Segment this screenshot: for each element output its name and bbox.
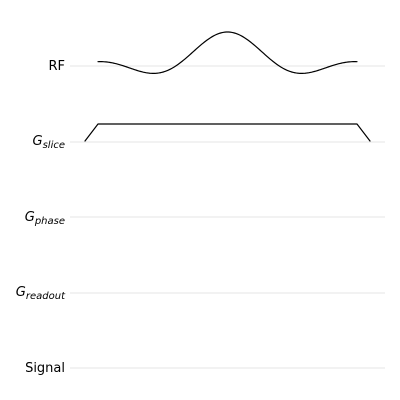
- signal-label: Signal: [25, 362, 65, 375]
- rf-sinc-pulse: [98, 32, 357, 73]
- readout-gradient-subscript: readout: [26, 291, 65, 302]
- rf-label-text: RF: [48, 59, 65, 74]
- readout-gradient-label: Greadout: [16, 286, 65, 302]
- phase-gradient-subscript: phase: [35, 216, 65, 227]
- readout-gradient-symbol: G: [16, 285, 26, 300]
- phase-gradient-label: Gphase: [25, 211, 65, 227]
- slice-gradient-trapezoid: [85, 124, 370, 141]
- signal-label-text: Signal: [25, 361, 65, 376]
- rf-label: RF: [48, 60, 65, 73]
- slice-gradient-symbol: G: [33, 134, 43, 149]
- slice-gradient-label: Gslice: [33, 135, 66, 151]
- slice-gradient-subscript: slice: [43, 140, 65, 151]
- phase-gradient-symbol: G: [25, 210, 35, 225]
